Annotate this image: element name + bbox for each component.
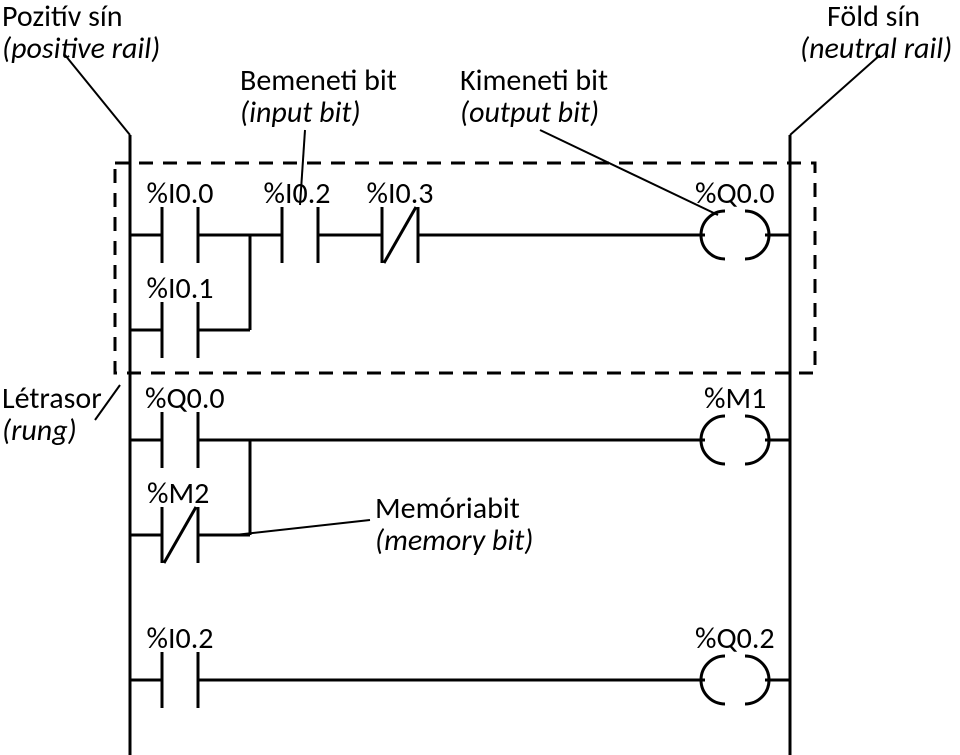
addr-i0-2-a: %I0.2 [264, 175, 331, 212]
callout-positive-rail-en: (positive rail) [2, 30, 160, 67]
addr-q0-0-b: %Q0.0 [145, 380, 225, 417]
addr-m2: %M2 [147, 475, 209, 512]
addr-i0-0: %I0.0 [147, 175, 214, 212]
addr-i0-3: %I0.3 [367, 175, 434, 212]
callout-output-bit-en: (output bit) [460, 94, 599, 131]
addr-i0-2-b: %I0.2 [147, 620, 214, 657]
callout-neutral-rail-en: (neutral rail) [800, 30, 952, 67]
addr-q0-2: %Q0.2 [695, 620, 775, 657]
callout-memory-bit-en: (memory bit) [375, 522, 533, 559]
addr-q0-0-a: %Q0.0 [695, 175, 775, 212]
addr-i0-1: %I0.1 [147, 270, 214, 307]
callout-rung-en: (rung) [2, 412, 77, 449]
addr-m1: %M1 [704, 380, 766, 417]
callout-input-bit-en: (input bit) [240, 94, 361, 131]
